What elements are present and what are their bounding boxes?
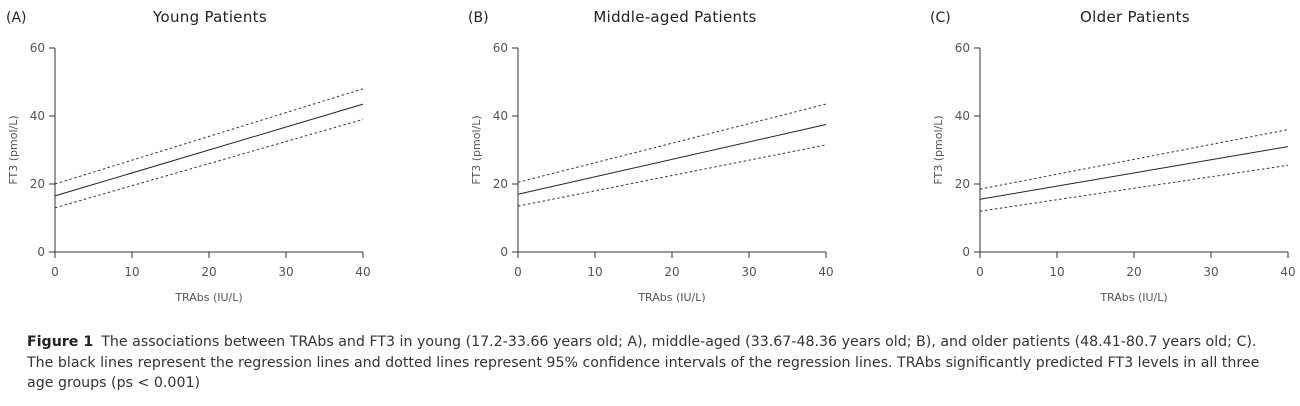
panel-letter: (A) (6, 10, 27, 26)
y-tick-label: 20 (955, 177, 970, 191)
regression-line (517, 124, 827, 195)
y-tick-label: 40 (955, 109, 970, 123)
regression-line (979, 146, 1289, 200)
y-tick-label: 0 (962, 245, 970, 259)
x-tick-label: 40 (355, 265, 370, 279)
panel-title: Middle-aged Patients (593, 8, 756, 26)
x-tick-label: 20 (201, 265, 216, 279)
y-axis-label: FT3 (pmol/L) (932, 115, 945, 184)
x-tick-label: 30 (1203, 265, 1218, 279)
y-tick-label: 0 (500, 245, 508, 259)
y-tick-label: 60 (955, 41, 970, 55)
y-tick-label: 0 (37, 245, 45, 259)
y-tick-label: 40 (30, 109, 45, 123)
y-axis-label: FT3 (pmol/L) (7, 115, 20, 184)
x-tick-label: 0 (514, 265, 522, 279)
x-tick-label: 20 (1126, 265, 1141, 279)
panel-letter: (B) (468, 10, 489, 26)
figure-caption: Figure 1 The associations between TRAbs a… (27, 332, 1282, 394)
x-tick-label: 10 (124, 265, 139, 279)
confidence-interval-lower-line (979, 164, 1289, 212)
x-tick-label: 10 (1049, 265, 1064, 279)
panel-title: Young Patients (152, 8, 267, 26)
chart-panels: (A) Young Patients 0 20 40 60 0 10 20 30 40 TRAbs (… (6, 8, 1296, 304)
confidence-interval-upper-line (517, 103, 827, 183)
x-tick-label: 30 (741, 265, 756, 279)
confidence-interval-upper-line (54, 88, 364, 185)
y-tick-label: 40 (493, 109, 508, 123)
x-tick-label: 10 (587, 265, 602, 279)
confidence-interval-lower-line (54, 118, 364, 209)
panel-title: Older Patients (1080, 8, 1190, 26)
caption-label: Figure 1 (27, 334, 94, 350)
y-tick-label: 60 (30, 41, 45, 55)
y-tick-label: 20 (30, 177, 45, 191)
x-tick-label: 20 (664, 265, 679, 279)
caption-text: The associations between TRAbs and FT3 i… (27, 334, 1260, 391)
x-tick-label: 30 (278, 265, 293, 279)
x-tick-label: 40 (1280, 265, 1295, 279)
figure: (A) Young Patients 0 20 40 60 0 10 20 30 40 TRAbs (… (6, 8, 1296, 304)
confidence-interval-upper-line (979, 129, 1289, 190)
x-tick-label: 0 (976, 265, 984, 279)
y-axis-label: FT3 (pmol/L) (470, 115, 483, 184)
x-axis-label: TRAbs (IU/L) (1099, 291, 1167, 304)
y-tick-label: 60 (493, 41, 508, 55)
y-tick-label: 20 (493, 177, 508, 191)
x-tick-label: 0 (51, 265, 59, 279)
x-axis-label: TRAbs (IU/L) (174, 291, 242, 304)
confidence-interval-lower-line (517, 144, 827, 207)
regression-line (54, 103, 364, 197)
x-axis-label: TRAbs (IU/L) (637, 291, 705, 304)
x-tick-label: 40 (818, 265, 833, 279)
panel-letter: (C) (930, 10, 951, 26)
